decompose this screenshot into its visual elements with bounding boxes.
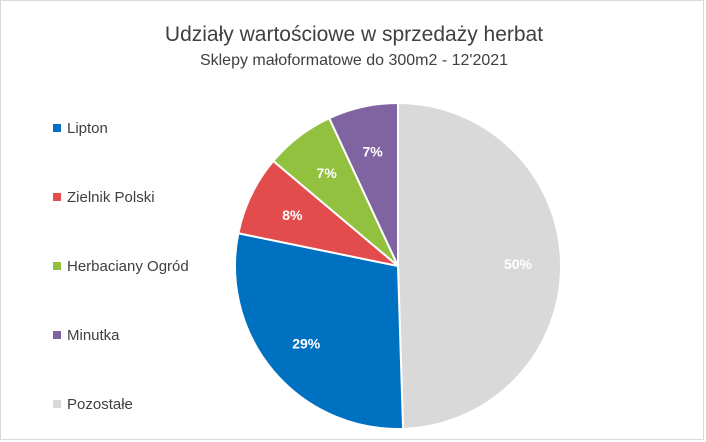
pie-slice-minutka [328,102,399,267]
legend-swatch [53,262,61,270]
legend-label: Lipton [67,119,108,137]
data-label-herbaciany-ogrod: 7% [317,165,338,181]
legend-item-lipton: Lipton [53,118,108,138]
chart-title: Udziały wartościowe w sprzedaży herbat [164,23,544,46]
chart-subtitle: Sklepy małoformatowe do 300m2 - 12'2021 [199,52,509,69]
legend-label: Pozostałe [67,395,133,413]
data-label-pozostale: 50% [504,256,533,272]
data-label-zielnik-polski: 8% [282,207,303,223]
data-label-minutka: 7% [363,143,384,159]
legend-label: Zielnik Polski [67,188,155,206]
legend-label: Herbaciany Ogród [67,257,189,275]
legend-swatch [53,331,61,339]
data-label-lipton: 29% [292,335,321,351]
legend-label: Minutka [67,326,120,344]
legend-swatch [53,400,61,408]
pie-slice-pozostale [397,102,562,430]
legend-item-minutka: Minutka [53,325,120,345]
pie-slice-lipton [234,232,405,430]
legend-item-herbaciany-ogrod: Herbaciany Ogród [53,256,189,276]
legend-swatch [53,193,61,201]
legend-swatch [53,124,61,132]
legend-item-pozostale: Pozostałe [53,394,133,414]
legend-item-zielnik-polski: Zielnik Polski [53,187,155,207]
